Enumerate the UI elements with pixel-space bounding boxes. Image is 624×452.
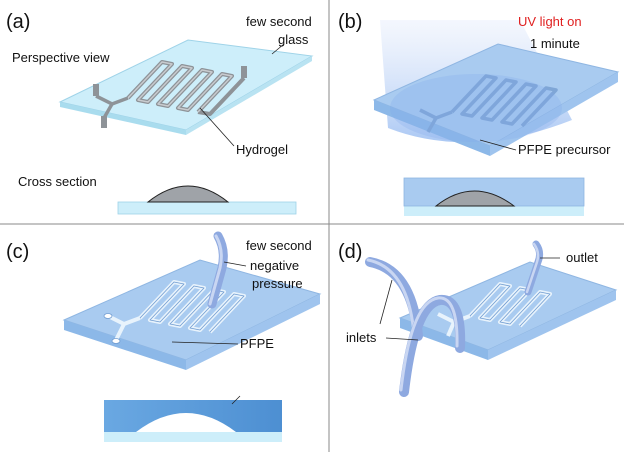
leader-inlets-1 [379,279,393,325]
label-inlets: inlets [346,330,377,345]
cross-section-c-void [136,413,236,432]
panel-c: (c) few second negative pressure PFPE [6,231,322,442]
cross-section-b-glass [404,206,584,216]
label-few-second: few second [246,14,312,29]
suction-tube [207,231,228,309]
label-outlet: outlet [566,250,598,265]
pfpe-chip-c [62,259,322,361]
uv-illumination-spot [390,74,562,142]
panel-b: (b) UV light on 1 minute PFPE precursor [338,11,620,216]
leader-pfpe-precursor [479,139,517,151]
glass-slide-edge [60,102,186,135]
leader-glass [271,43,285,55]
label-pressure: pressure [252,276,303,291]
leader-pfpe-cross [231,395,241,405]
hydrogel-inlet-branches [95,94,129,119]
hollow-channel-outline [139,281,245,333]
label-cross-section: Cross section [18,174,97,189]
label-uv-light-on: UV light on [518,14,582,29]
panel-d: (d) outlet inlets [338,240,618,397]
label-pfpe: PFPE [240,336,274,351]
hollow-channel-d-outline [469,283,551,327]
inlet-tube-1-highlight [366,258,416,336]
label-few-second-c: few second [246,238,312,253]
pfpe-chip-c-edge [64,320,186,370]
glass-slide-edge-right [186,56,312,135]
cross-section-b-hydrogel [434,190,516,207]
pfpe-chip-d-edge-right [488,290,616,360]
panel-a-tag: (a) [6,11,30,33]
label-perspective-view: Perspective view [12,50,110,65]
label-pfpe-precursor: PFPE precursor [518,142,611,157]
panel-c-tag: (c) [6,241,29,263]
label-negative: negative [250,258,299,273]
port-c-2 [111,338,121,344]
leader-hydrogel [199,107,235,147]
leader-pfpe [171,341,239,345]
label-hydrogel: Hydrogel [236,142,288,157]
panel-b-tag: (b) [338,11,362,33]
channel-under-pfpe [419,74,558,133]
cross-section-glass [117,201,297,215]
panel-d-tag: (d) [338,241,362,263]
leader-negative-pressure [223,261,247,267]
cross-section-hydrogel [146,185,230,203]
suction-tube-highlight [208,234,223,306]
port-c-1 [103,313,113,319]
leader-inlets-2 [385,337,419,341]
hydrogel-serpentine-highlight [127,61,233,113]
cross-section-c-glass [104,432,282,442]
inlet-tube-2-highlight [399,296,459,392]
label-glass: glass [278,32,309,47]
label-1-minute: 1 minute [530,36,580,51]
inlet-tube-2 [399,295,466,397]
outlet-tube-highlight [525,242,540,294]
panel-a: (a) few second glass Perspective view Hy… [6,11,314,215]
pfpe-chip-c-edge-right [186,294,320,370]
pfpe-slide-edge-right [490,72,618,156]
hydrogel-pillars [93,66,247,128]
